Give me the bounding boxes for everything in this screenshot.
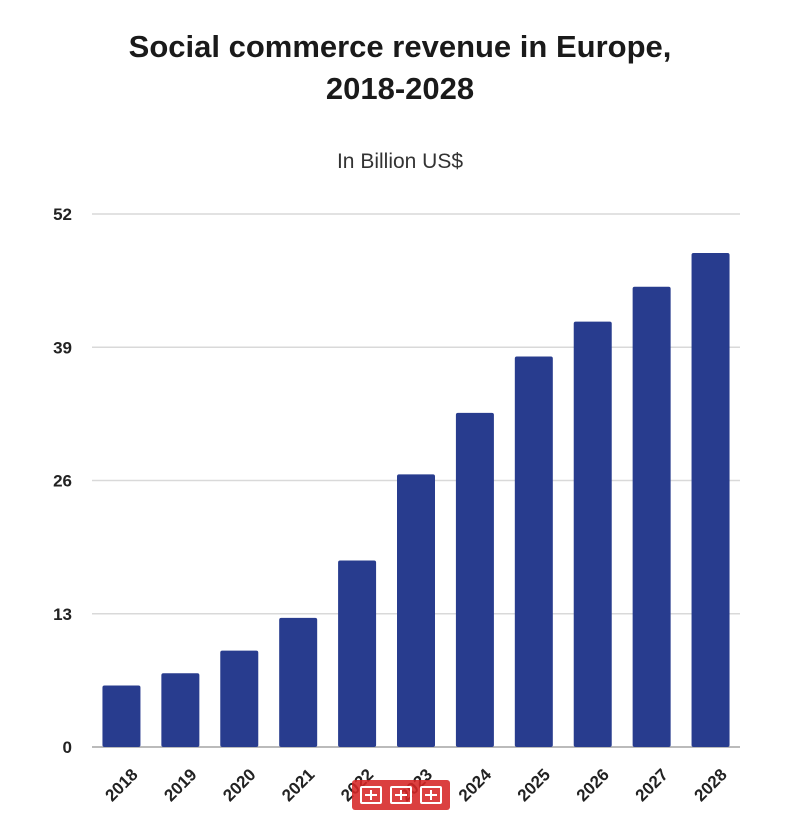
bar: [514, 356, 553, 747]
bar: [691, 252, 730, 747]
bar: [220, 650, 259, 747]
y-tick-label: 52: [53, 205, 72, 224]
chart-title: Social commerce revenue in Europe, 2018-…: [0, 26, 800, 110]
chart-subtitle: In Billion US$: [336, 150, 464, 173]
y-tick-label: 0: [63, 738, 72, 757]
y-tick-label: 39: [53, 338, 72, 357]
bar: [338, 560, 377, 747]
x-tick-label: 2026: [573, 765, 613, 805]
chart-title-line-1: Social commerce revenue in Europe,: [128, 29, 672, 64]
bar: [397, 474, 435, 747]
bar: [279, 617, 318, 747]
x-tick-label: 2018: [101, 765, 141, 805]
x-tick-label: 2024: [455, 765, 496, 806]
watermark-glyph-icon: [360, 786, 382, 804]
x-tick-label: 2019: [160, 765, 200, 805]
x-tick-label: 2020: [219, 765, 259, 805]
watermark-logo: [352, 780, 450, 810]
watermark-glyph-icon: [390, 786, 412, 804]
x-tick-label: 2027: [632, 765, 672, 805]
x-tick-label: 2028: [691, 765, 731, 805]
watermark-glyph-icon: [420, 786, 442, 804]
bar: [161, 673, 200, 747]
x-tick-label: 2025: [514, 765, 554, 805]
y-tick-label: 13: [53, 605, 72, 624]
bar: [573, 321, 612, 747]
bar: [455, 412, 494, 747]
bar: [102, 685, 141, 747]
x-tick-label: 2021: [278, 765, 318, 805]
bar: [632, 286, 671, 747]
chart-title-line-2: 2018-2028: [325, 71, 475, 106]
y-tick-label: 26: [53, 472, 72, 491]
